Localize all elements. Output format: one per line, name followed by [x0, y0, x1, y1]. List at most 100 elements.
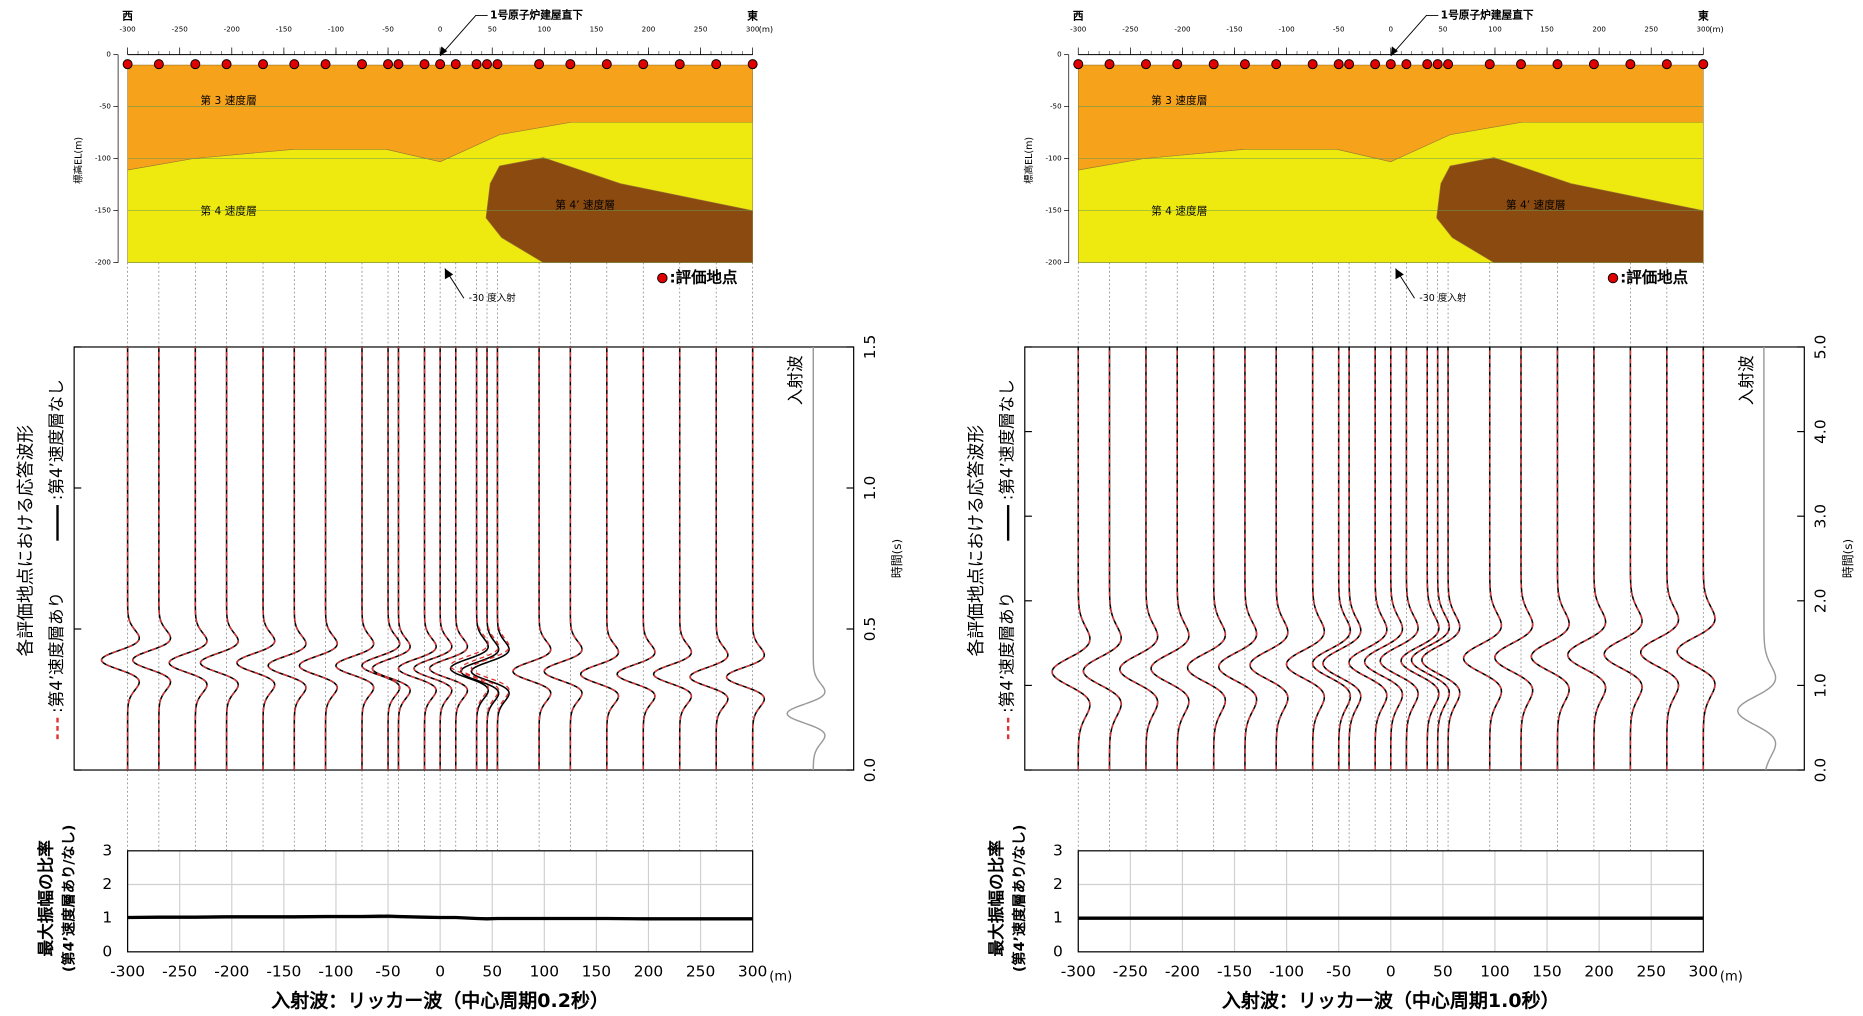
waveform-trace	[428, 346, 469, 771]
arrow-head	[1395, 268, 1404, 280]
x-tick-label: 250	[1636, 963, 1665, 981]
x-unit: (m)	[759, 24, 774, 34]
waveform-trace	[335, 346, 375, 771]
waveform-trace	[397, 346, 437, 771]
x-tick-label: -250	[1113, 963, 1148, 981]
annotation-arrow	[439, 14, 488, 57]
waveform-trace	[1051, 346, 1091, 771]
waveform-trace	[199, 346, 239, 771]
x-tick-label: -250	[162, 963, 197, 981]
caption: 入射波：リッカー波（中心周期0.2秒）	[271, 989, 609, 1012]
west-label: 西	[1073, 10, 1084, 23]
waveform-trace	[1285, 346, 1325, 771]
waveform-trace	[199, 346, 239, 771]
y-tick-label: 2.0	[1811, 589, 1829, 614]
x-tick-label: -150	[276, 25, 293, 34]
evaluation-point	[1625, 59, 1636, 70]
evaluation-point	[153, 59, 164, 70]
y-tick-label: 5.0	[1811, 335, 1829, 360]
layer-label: 第 4 速度層	[200, 205, 256, 218]
legend-label: :第4’速度層あり	[998, 592, 1017, 713]
x-tick-label: -150	[1226, 25, 1243, 34]
legend-label: :評価地点	[1620, 268, 1688, 287]
x-tick-label: 100	[538, 25, 552, 34]
evaluation-point	[1552, 59, 1563, 70]
evaluation-point	[1698, 59, 1709, 70]
legend-marker	[1607, 272, 1619, 284]
annotation: 1号原子炉建屋直下	[490, 8, 583, 21]
x-tick-label: -300	[1061, 963, 1096, 981]
plot-frame	[127, 850, 754, 953]
waveform-trace	[428, 346, 469, 771]
waveform-trace	[1119, 346, 1159, 771]
waveform-trace	[1640, 346, 1680, 771]
evaluation-point	[122, 59, 133, 70]
layer-label: 第 4’ 速度層	[1506, 199, 1566, 212]
evaluation-point	[1516, 59, 1526, 70]
waveform-trace	[725, 346, 766, 771]
y-axis-label: 標高EL(m)	[1023, 137, 1035, 184]
x-tick-label: 0	[435, 963, 445, 981]
evaluation-point	[190, 59, 201, 70]
waveform-trace	[1676, 346, 1716, 771]
y-axis-label: 最大振幅の比率	[986, 840, 1006, 957]
x-tick-label: -100	[1279, 25, 1296, 34]
evaluation-point	[1370, 59, 1381, 70]
evaluation-point	[1443, 59, 1454, 70]
evaluation-point	[492, 59, 503, 70]
arrow-head	[1390, 46, 1398, 56]
waveform-trace	[1603, 346, 1643, 771]
y-tick-label: 1	[1053, 909, 1063, 927]
x-tick-label: -200	[1174, 25, 1191, 34]
y-tick-label: 2	[102, 875, 112, 893]
x-tick-label: 100	[1488, 25, 1502, 34]
x-tick-label: 0	[438, 25, 443, 34]
y-tick-label: -150	[95, 206, 112, 215]
waveform-trace	[1051, 346, 1091, 771]
y-tick-label: 1.0	[1811, 673, 1829, 698]
waveform-trace	[1186, 346, 1226, 771]
waveform-trace	[512, 346, 552, 771]
y-axis-label: 時間(s)	[890, 539, 904, 578]
waveform-trace	[168, 346, 208, 771]
evaluation-point	[482, 59, 493, 70]
evaluation-point	[674, 59, 685, 70]
x-tick-label: -50	[1333, 25, 1345, 34]
waveform-trace	[1379, 346, 1419, 771]
arrow-head	[440, 46, 448, 56]
evaluation-point	[1104, 59, 1115, 70]
arrow-head	[444, 268, 454, 280]
waveform-trace	[1603, 346, 1643, 771]
evaluation-point	[221, 59, 232, 70]
x-tick-label: 200	[1592, 25, 1606, 34]
x-tick-label: 200	[634, 963, 663, 981]
waveform-trace	[131, 346, 172, 771]
waveform-trace	[361, 346, 401, 771]
waveform-trace	[1462, 346, 1503, 771]
evaluation-point	[747, 59, 758, 70]
evaluation-point	[1344, 59, 1355, 70]
y-tick-label: 0	[1057, 50, 1062, 59]
waveform-trace	[100, 346, 140, 771]
y-tick-label: 2	[1053, 875, 1063, 893]
y-axis-label: 時間(s)	[1841, 539, 1855, 578]
waveform-trace	[1322, 346, 1362, 771]
waveform-trace	[132, 346, 172, 771]
y-tick-label: 0	[102, 942, 112, 960]
x-tick-label: -200	[214, 963, 249, 981]
plot-frame	[1024, 346, 1805, 771]
x-tick-label: 300	[738, 963, 767, 981]
y-tick-label: 0	[106, 50, 111, 59]
waveform-trace	[1119, 346, 1159, 771]
evaluation-point	[1140, 59, 1151, 70]
x-tick-label: -300	[110, 963, 145, 981]
evaluation-point	[1239, 59, 1250, 70]
y-tick-label: -200	[95, 258, 112, 267]
x-tick-label: -100	[1269, 963, 1304, 981]
waveform-trace	[1285, 346, 1326, 771]
y-axis-label: 標高EL(m)	[72, 137, 84, 184]
waveform-trace	[298, 346, 338, 771]
west-label: 西	[122, 10, 133, 23]
waveform-trace	[1421, 346, 1461, 771]
y-tick-label: 0.5	[861, 617, 879, 642]
